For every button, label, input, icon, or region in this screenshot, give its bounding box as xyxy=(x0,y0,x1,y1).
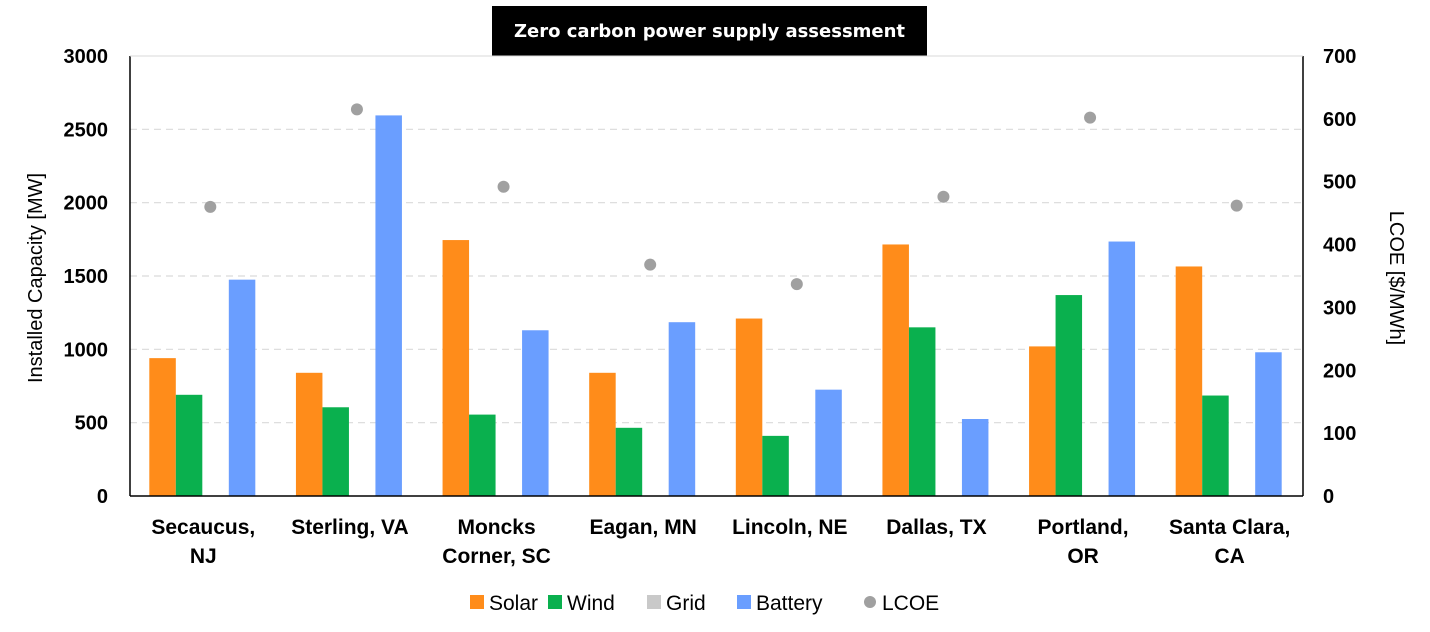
y2-tick-label: 500 xyxy=(1323,172,1356,194)
bar-wind xyxy=(908,327,936,496)
category-label: Eagan, MN xyxy=(590,516,697,539)
y-tick-label: 1500 xyxy=(64,266,109,288)
y2-tick-label: 0 xyxy=(1323,486,1334,508)
bars xyxy=(149,115,1282,497)
bar-solar xyxy=(735,318,763,496)
legend-label-grid: Grid xyxy=(666,592,706,615)
bar-battery xyxy=(1108,241,1136,496)
legend-swatch-battery xyxy=(737,595,751,609)
bar-wind xyxy=(615,427,643,496)
category-label: Santa Clara, CA xyxy=(1169,516,1290,568)
right-axis-ticks: 0 100 200 300 400 500 600 700 xyxy=(1323,46,1356,508)
category-label: Lincoln, NE xyxy=(732,516,848,539)
y-tick-label: 0 xyxy=(97,486,108,508)
legend-marker-lcoe xyxy=(864,596,876,608)
lcoe-markers xyxy=(204,103,1243,291)
left-axis-ticks: 0 500 1000 1500 2000 2500 3000 xyxy=(64,46,109,508)
y2-tick-label: 400 xyxy=(1323,235,1356,257)
legend: Solar Wind Grid Battery LCOE xyxy=(470,592,939,615)
category-label-line: Moncks xyxy=(457,516,535,539)
legend-swatch-grid xyxy=(647,595,661,609)
category-label-line: Dallas, TX xyxy=(886,516,986,539)
bar-battery xyxy=(228,279,256,496)
right-axis-title: LCOE [$/MWh] xyxy=(1385,211,1407,345)
bar-solar xyxy=(1175,266,1203,496)
legend-label-solar: Solar xyxy=(489,592,538,615)
bar-battery xyxy=(1255,352,1282,496)
category-label-line: CA xyxy=(1215,545,1245,568)
bar-wind xyxy=(1055,295,1083,496)
bar-solar xyxy=(149,358,176,496)
y2-tick-label: 600 xyxy=(1323,109,1356,131)
bar-solar xyxy=(589,372,616,496)
left-axis-title: Installed Capacity [MW] xyxy=(25,173,47,383)
y2-tick-label: 100 xyxy=(1323,423,1356,445)
category-label-line: Sterling, VA xyxy=(291,516,408,539)
lcoe-point xyxy=(644,258,657,271)
lcoe-point xyxy=(937,190,950,203)
y2-tick-label: 200 xyxy=(1323,360,1356,382)
bar-battery xyxy=(961,419,989,496)
bar-battery xyxy=(815,389,842,496)
legend-label-lcoe: LCOE xyxy=(882,592,939,615)
category-label: Secaucus, NJ xyxy=(151,516,255,568)
category-label-line: Eagan, MN xyxy=(590,516,697,539)
bar-wind xyxy=(322,407,349,496)
category-label-line: Santa Clara, xyxy=(1169,516,1290,539)
chart-title: Zero carbon power supply assessment xyxy=(492,6,927,56)
legend-label-battery: Battery xyxy=(756,592,823,615)
category-label: Dallas, TX xyxy=(886,516,986,539)
y-tick-label: 3000 xyxy=(64,46,109,68)
bar-wind xyxy=(1202,395,1229,496)
lcoe-point xyxy=(1084,111,1097,124)
category-label: Sterling, VA xyxy=(291,516,408,539)
category-label-line: NJ xyxy=(190,545,217,568)
bar-solar xyxy=(442,240,470,496)
category-label: Moncks Corner, SC xyxy=(442,516,551,568)
lcoe-point xyxy=(204,200,217,213)
bar-battery xyxy=(375,115,402,497)
lcoe-point xyxy=(497,180,510,193)
y-tick-label: 1000 xyxy=(64,339,109,361)
axes xyxy=(129,55,1304,497)
category-label-line: Secaucus, xyxy=(151,516,255,539)
y-tick-label: 2500 xyxy=(64,119,109,141)
y-tick-label: 500 xyxy=(75,413,108,435)
bar-solar xyxy=(882,244,909,496)
bar-battery xyxy=(522,330,549,496)
legend-swatch-wind xyxy=(548,595,562,609)
y2-tick-label: 700 xyxy=(1323,46,1356,68)
legend-swatch-solar xyxy=(470,595,484,609)
category-label-line: Lincoln, NE xyxy=(732,516,848,539)
category-label-line: Corner, SC xyxy=(442,545,551,568)
lcoe-point xyxy=(350,103,363,116)
category-label-line: OR xyxy=(1067,545,1099,568)
y-tick-label: 2000 xyxy=(64,193,109,215)
category-label: Portland, OR xyxy=(1038,516,1129,568)
lcoe-point xyxy=(790,278,803,291)
lcoe-point xyxy=(1230,199,1243,212)
bar-wind xyxy=(175,394,203,496)
y2-tick-label: 300 xyxy=(1323,297,1356,319)
category-label-line: Portland, xyxy=(1038,516,1129,539)
category-labels: Secaucus, NJ Sterling, VA Moncks Corner, SC E… xyxy=(151,516,1290,568)
bar-wind xyxy=(762,435,789,496)
bar-wind xyxy=(469,414,496,496)
bar-battery xyxy=(668,322,696,496)
legend-label-wind: Wind xyxy=(567,592,615,615)
bar-solar xyxy=(295,372,323,496)
bar-solar xyxy=(1029,346,1056,496)
